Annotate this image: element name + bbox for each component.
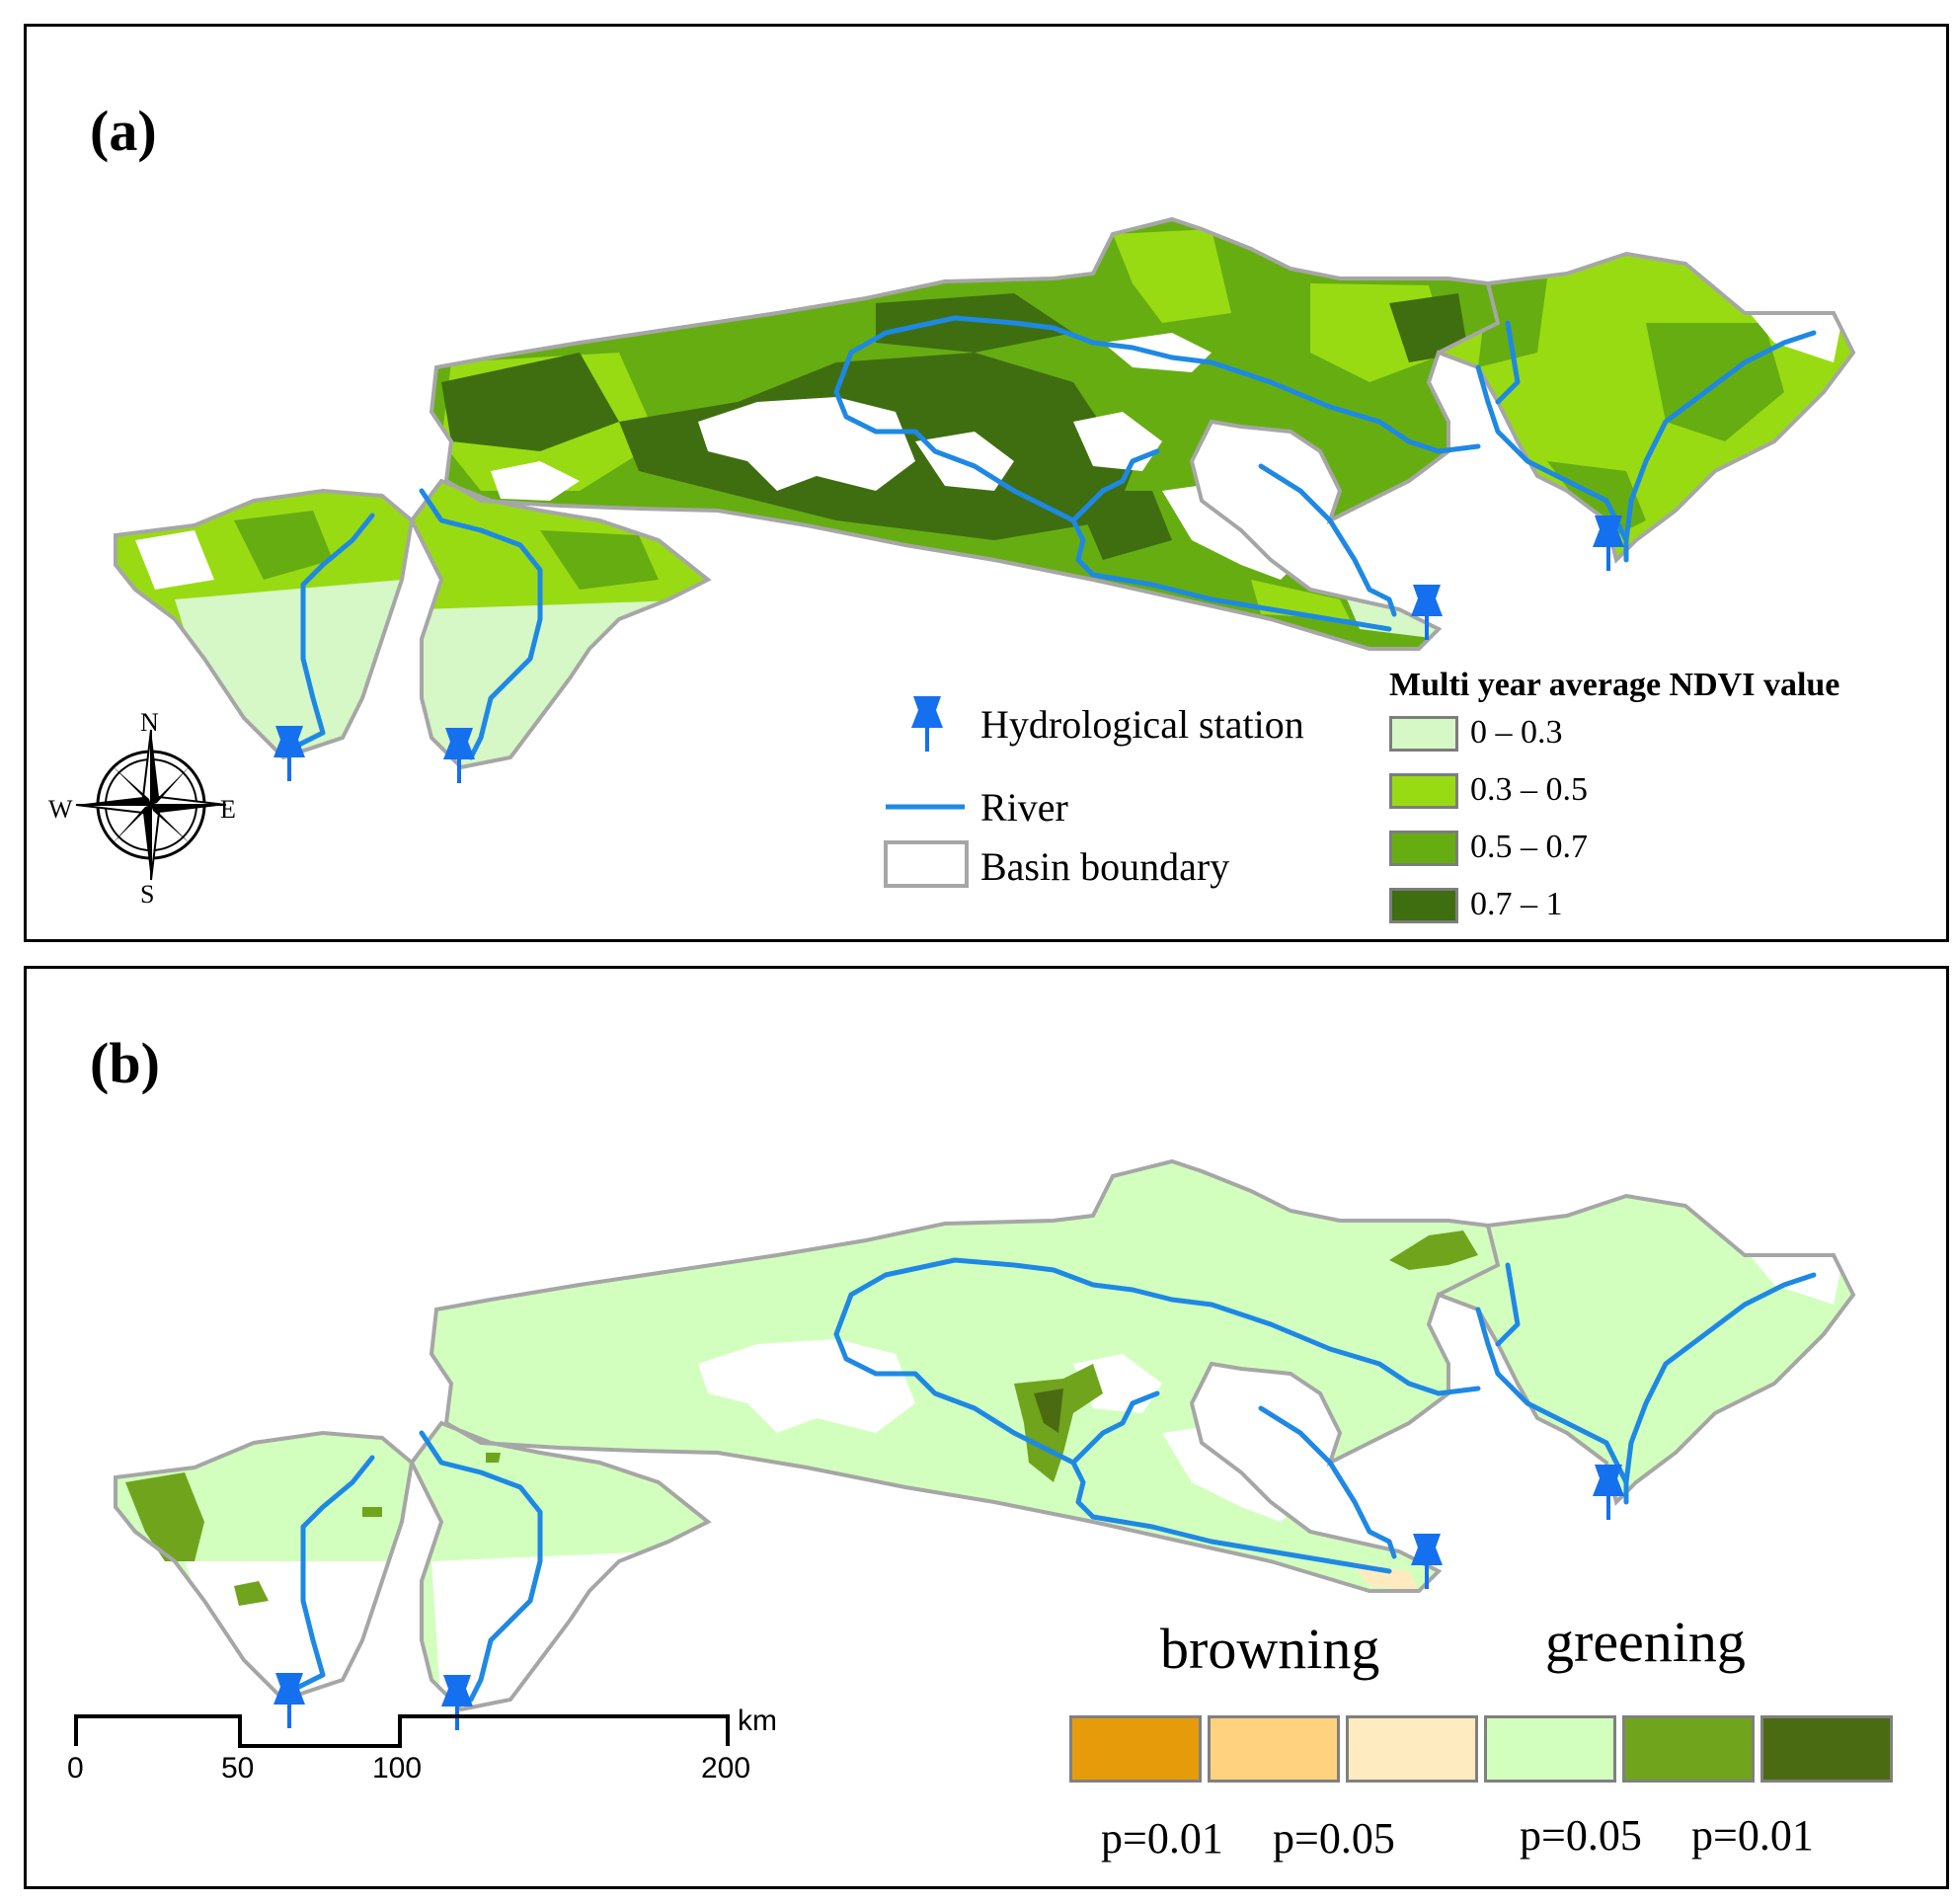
- trend-legend-swatch: [1760, 1715, 1893, 1783]
- compass-west: W: [48, 795, 73, 824]
- scale-unit: km: [738, 1705, 777, 1737]
- trend-greening-patches: [125, 1230, 1478, 1606]
- ndvi-legend-swatch: [1389, 716, 1458, 752]
- ndvi-legend-swatch: [1389, 773, 1458, 809]
- trend-legend-swatch: [1484, 1715, 1616, 1783]
- legend-greening-heading: greening: [1545, 1610, 1746, 1674]
- station-marker: [274, 726, 305, 781]
- trend-basin-boundary-lines: [114, 1158, 1856, 1712]
- trend-legend-swatch: [1208, 1715, 1340, 1783]
- rivers: [290, 315, 1817, 760]
- ndvi-main-zones: [441, 229, 1468, 639]
- p-label-greening-001: p=0.01: [1691, 1811, 1814, 1860]
- trend-hydrological-stations: [274, 1465, 1624, 1730]
- ndvi-legend-swatch: [1389, 888, 1458, 923]
- trend-rivers: [290, 1257, 1817, 1703]
- ndvi-legend-title: Multi year average NDVI value: [1389, 667, 1840, 703]
- ndvi-legend-swatch: [1389, 831, 1458, 866]
- ndvi-legend-label: 0.5 – 0.7: [1470, 829, 1588, 865]
- scale-tick-50: 50: [221, 1752, 255, 1785]
- ndvi-legend-label: 0.7 – 1: [1470, 886, 1563, 922]
- trend-legend-swatch: [1069, 1715, 1202, 1783]
- compass-east: E: [220, 795, 236, 824]
- legend-browning-heading: browning: [1160, 1617, 1380, 1681]
- basin-boundary-lines: [114, 216, 1856, 770]
- compass-north: N: [140, 708, 159, 737]
- p-label-greening-005: p=0.05: [1520, 1811, 1642, 1860]
- scale-tick-0: 0: [67, 1752, 84, 1785]
- scale-tick-200: 200: [701, 1752, 751, 1785]
- scale-bar: [74, 1714, 730, 1748]
- legend-boundary-symbol: [884, 840, 969, 888]
- station-marker: [443, 728, 475, 783]
- station-marker: [1593, 516, 1624, 571]
- legend-station-symbol: [911, 696, 943, 752]
- trend-legend-swatch: [1622, 1715, 1755, 1783]
- p-label-browning-001: p=0.01: [1101, 1814, 1223, 1863]
- ndvi-map-svg: [75, 216, 1856, 888]
- panel-a-label: (a): [90, 99, 157, 163]
- legend-station-label: Hydrological station: [980, 702, 1304, 747]
- station-marker: [1411, 1534, 1443, 1589]
- station-marker: [274, 1673, 305, 1728]
- ndvi-legend-label: 0 – 0.3: [1470, 714, 1563, 751]
- p-label-browning-005: p=0.05: [1273, 1814, 1395, 1863]
- hydrological-stations: [274, 516, 1624, 783]
- scale-tick-100: 100: [372, 1752, 423, 1785]
- trend-map-svg: [74, 1158, 1856, 1748]
- panel-a-ndvi-map: (a): [24, 24, 1949, 942]
- trend-legend-swatch: [1346, 1715, 1478, 1783]
- compass-rose: [75, 729, 227, 881]
- station-marker: [1411, 585, 1443, 640]
- ndvi-legend-label: 0.3 – 0.5: [1470, 771, 1588, 808]
- legend-boundary-label: Basin boundary: [980, 844, 1230, 889]
- compass-south: S: [140, 880, 155, 909]
- panel-b-label: (b): [90, 1031, 160, 1095]
- station-marker: [1593, 1465, 1624, 1520]
- panel-b-trend-map: (b): [24, 966, 1949, 1889]
- trend-east-basin: [1439, 1196, 1853, 1502]
- legend-river-label: River: [980, 785, 1068, 830]
